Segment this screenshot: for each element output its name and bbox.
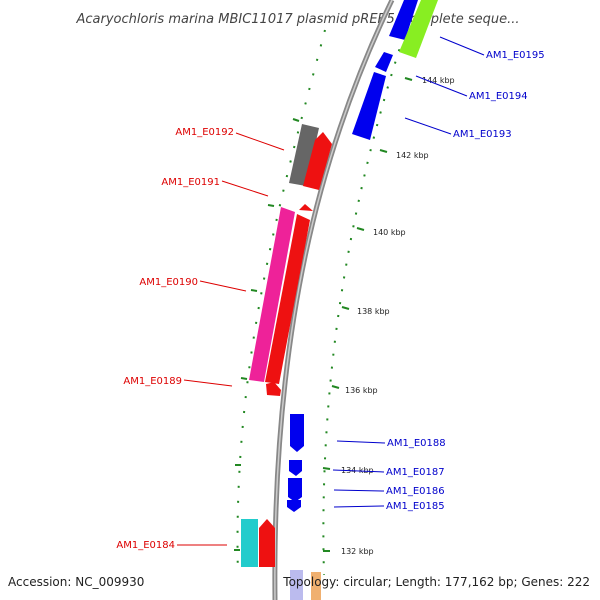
- gene-arrow-AM1_E0185[interactable]: [287, 500, 301, 512]
- gene-arrow-AM1_E0184[interactable]: [259, 519, 275, 567]
- ruler-inner-ticks: [234, 118, 300, 551]
- gene-arrow-AM1_E0188[interactable]: [290, 414, 304, 452]
- gene-arrow-AM1_E0193[interactable]: [352, 72, 386, 140]
- gene-label-AM1_E0193[interactable]: AM1_E0193: [453, 129, 512, 140]
- gene-arrow-AM1_E0190-pink[interactable]: [249, 207, 295, 382]
- scale-label-142: 142 kbp: [396, 151, 429, 160]
- topology-text: Topology: circular; Length: 177,162 bp; …: [282, 575, 590, 589]
- gene-arrow-AM1_E0189[interactable]: [266, 382, 281, 396]
- gene-orange[interactable]: [311, 572, 321, 600]
- gene-arrow-AM1_E0194[interactable]: [375, 52, 393, 72]
- gene-arrow-green[interactable]: [399, 0, 438, 58]
- gene-label-AM1_E0187[interactable]: AM1_E0187: [386, 467, 445, 478]
- scale-label-144: 144 kbp: [422, 76, 455, 85]
- gene-label-AM1_E0185[interactable]: AM1_E0185: [386, 501, 445, 512]
- right-leader-lines: [332, 36, 485, 508]
- gene-label-AM1_E0184[interactable]: AM1_E0184: [116, 540, 175, 551]
- reverse-features: [241, 124, 332, 567]
- scale-label-136: 136 kbp: [345, 386, 378, 395]
- backbone-arc-highlight: [274, 0, 393, 600]
- gene-label-AM1_E0186[interactable]: AM1_E0186: [386, 486, 445, 497]
- gene-arrow-AM1_E0187[interactable]: [289, 460, 302, 476]
- gene-arrow-AM1_E0186[interactable]: [288, 478, 302, 502]
- accession-text: Accession: NC_009930: [8, 575, 144, 589]
- ruler-major-ticks: [322, 77, 413, 552]
- scale-label-132: 132 kbp: [341, 547, 374, 556]
- gene-arrow-AM1_E0191[interactable]: [299, 204, 313, 211]
- scale-label-140: 140 kbp: [373, 228, 406, 237]
- gene-label-AM1_E0190[interactable]: AM1_E0190: [139, 277, 198, 288]
- gene-cyan[interactable]: [241, 519, 258, 567]
- gene-label-AM1_E0195[interactable]: AM1_E0195: [486, 50, 545, 61]
- gene-arrow-AM1_E0190[interactable]: [265, 214, 310, 384]
- forward-features: [287, 0, 438, 600]
- gene-lavender[interactable]: [290, 570, 303, 600]
- scale-label-138: 138 kbp: [357, 307, 390, 316]
- gene-arrow-AM1_E0192-grey[interactable]: [289, 124, 319, 186]
- gene-arrow-AM1_E0192[interactable]: [303, 132, 332, 190]
- gene-label-AM1_E0191[interactable]: AM1_E0191: [161, 177, 220, 188]
- gene-arrow-AM1_E0195[interactable]: [389, 0, 418, 40]
- gene-label-AM1_E0194[interactable]: AM1_E0194: [469, 91, 528, 102]
- left-leader-lines: [177, 132, 285, 546]
- gene-label-AM1_E0188[interactable]: AM1_E0188: [387, 438, 446, 449]
- gene-label-AM1_E0189[interactable]: AM1_E0189: [123, 376, 182, 387]
- gene-label-AM1_E0192[interactable]: AM1_E0192: [175, 127, 234, 138]
- map-title: Acaryochloris marina MBIC11017 plasmid p…: [76, 12, 520, 27]
